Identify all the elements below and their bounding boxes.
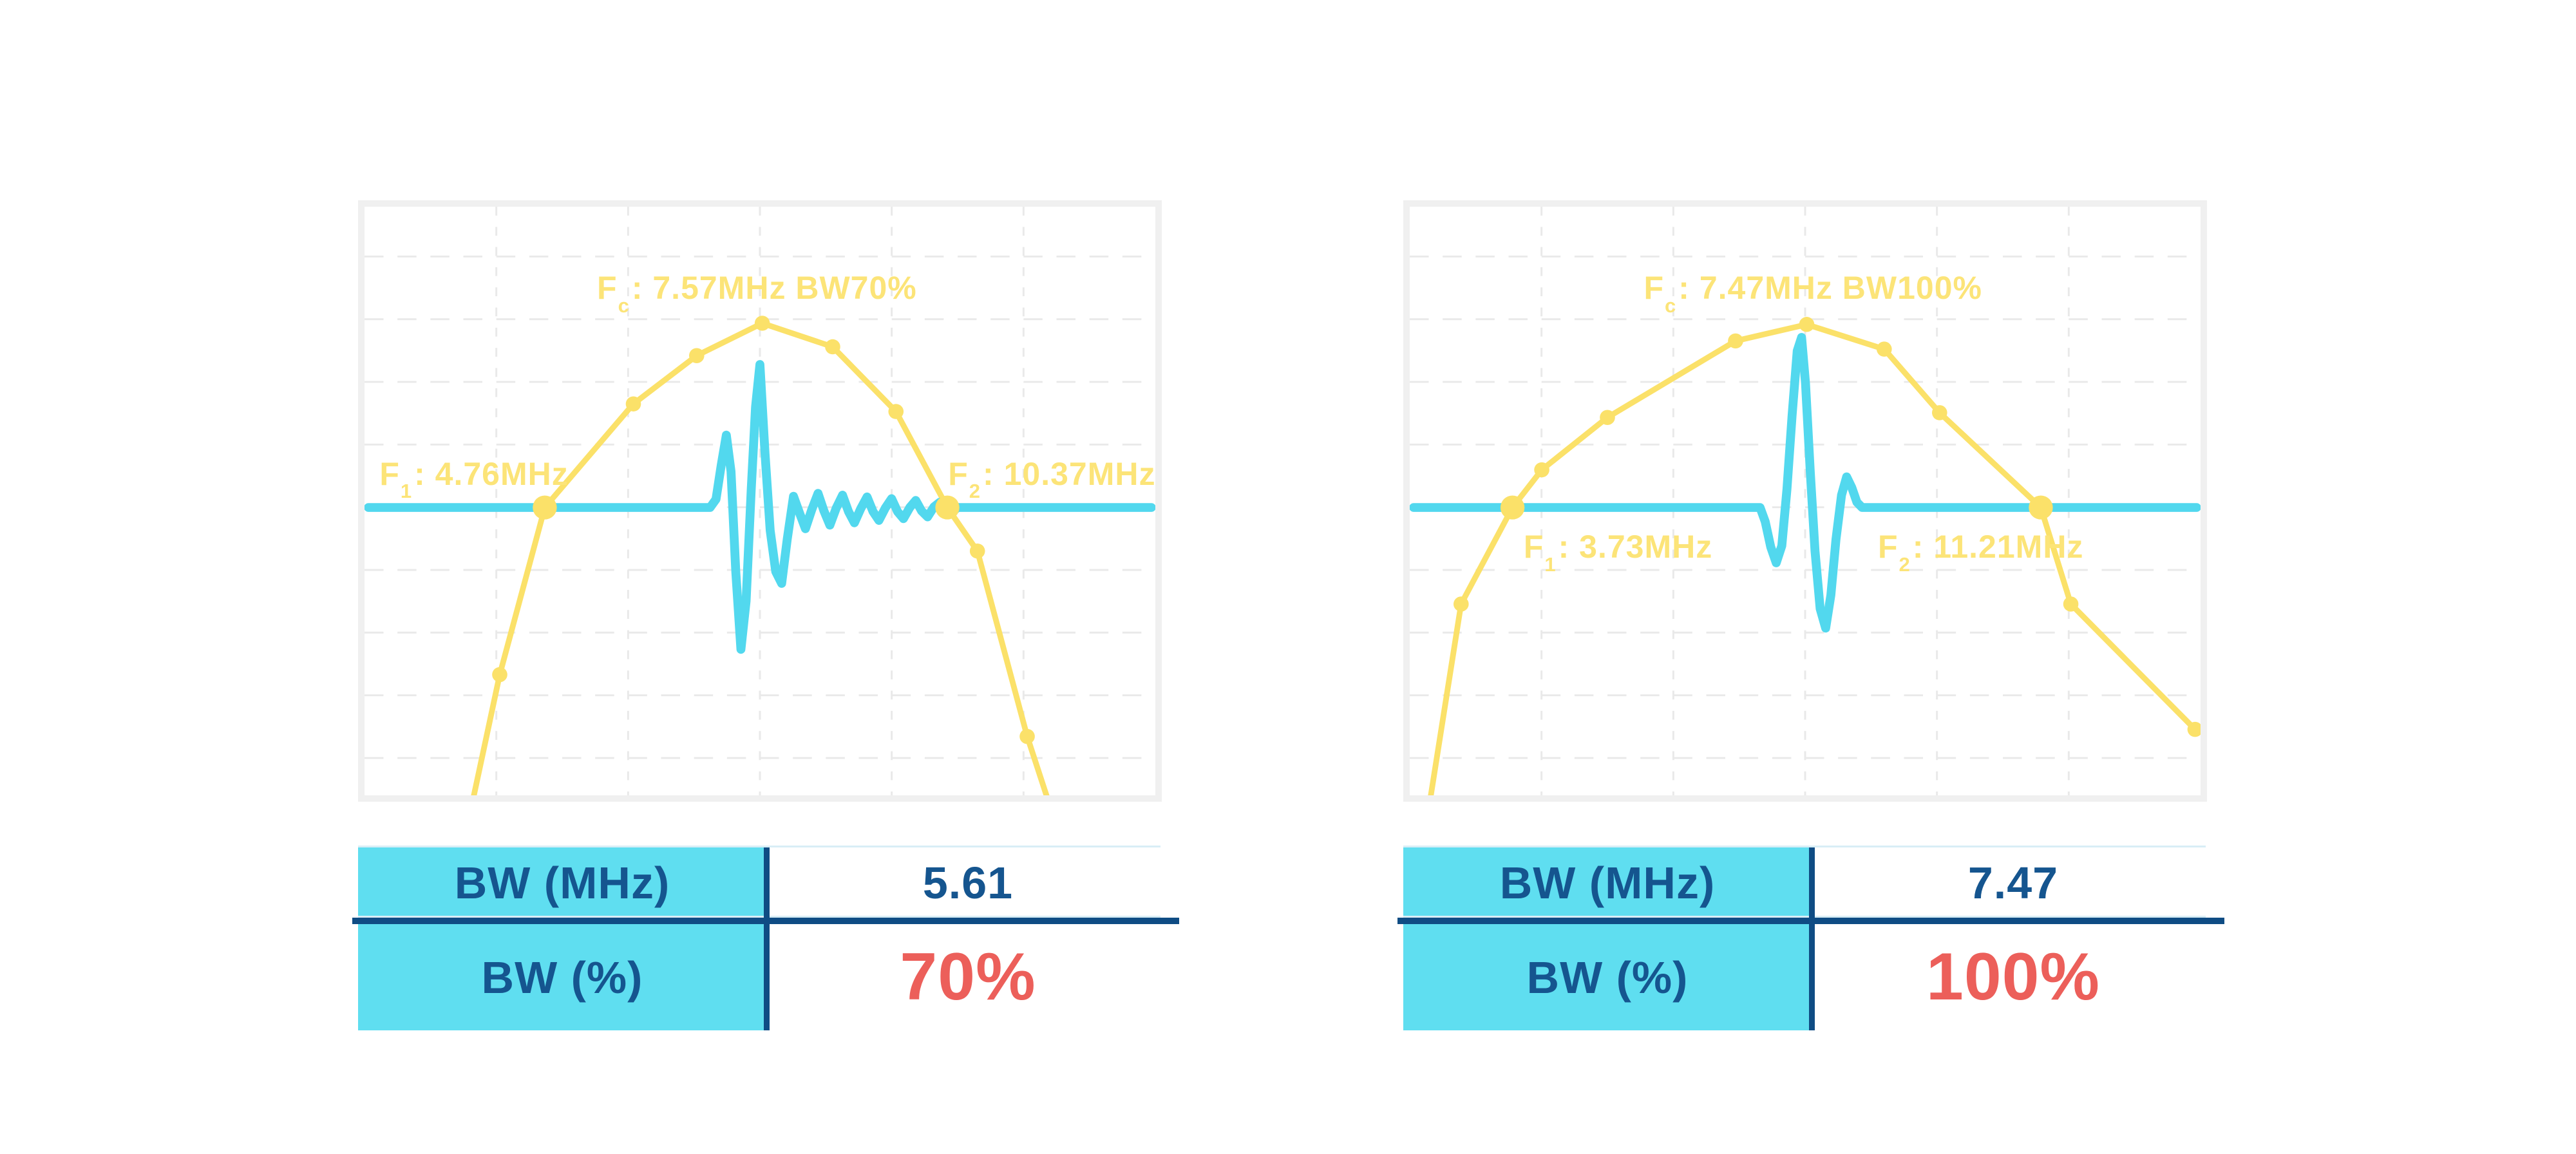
table-divider-hairline [1403,916,2206,918]
fc-annotation-subscript: c [1665,294,1677,317]
pulse-waveform [1410,333,2201,633]
f2-annotation-subscript: 2 [1899,553,1911,576]
data-point-marker [625,396,641,411]
f1-annotation-symbol: F [1523,528,1544,565]
table-label-column [1403,847,1812,1030]
spectrum-curve [471,320,1050,795]
bw-mhz-value: 7.47 [1967,857,2059,908]
fc-annotation-subscript: c [618,294,630,317]
f1-annotation: F1: 3.73MHz [1523,528,1713,574]
bw-mhz-value: 5.61 [922,857,1014,908]
bw-pct-value-cell: 70% [766,924,1170,1030]
f1-annotation: F1: 4.76MHz [379,455,569,501]
bw-pct-label-cell: BW (%) [358,924,766,1030]
data-point-marker [1600,410,1615,425]
bw-pct-value: 70% [900,940,1036,1014]
bandwidth-edge-marker [935,495,960,520]
fc-annotation: Fc: 7.47MHz BW100% [1643,269,1982,315]
data-point-marker [1019,728,1035,744]
data-point-marker [1876,341,1892,357]
bandwidth-table-right: BW (MHz) 7.47 BW (%) 100% [1397,846,2224,1039]
f2-annotation-subscript: 2 [969,480,981,503]
bw-pct-label: BW (%) [481,952,643,1003]
f1-annotation-value: : 3.73MHz [1558,528,1713,565]
bw-mhz-value-cell: 7.47 [1812,847,2215,918]
bw-mhz-label-cell: BW (MHz) [358,847,766,918]
f2-annotation-symbol: F [1877,528,1899,565]
chart-panel-right: Fc: 7.47MHz BW100% F1: 3.73MHz F2: 11.21… [1403,200,2207,802]
table-column-divider [1809,847,1815,1030]
f2-annotation: F2: 10.37MHz [948,455,1156,501]
chart-canvas-right [1410,207,2201,795]
data-point-marker [888,404,904,419]
bw-pct-value: 100% [1926,940,2100,1014]
f2-annotation-value: : 10.37MHz [983,455,1156,492]
data-point-marker [688,348,705,363]
bandwidth-edge-marker [2029,495,2053,520]
data-point-marker [492,667,507,683]
fc-annotation-value: : 7.57MHz BW70% [631,269,917,306]
data-point-marker [1931,405,1947,421]
data-point-marker [754,316,770,331]
data-point-marker [969,543,985,559]
f2-annotation: F2: 11.21MHz [1877,528,2084,574]
fc-annotation-symbol: F [597,269,618,306]
pulse-waveform [365,360,1155,654]
bandwidth-edge-marker [533,495,557,520]
bw-mhz-label: BW (MHz) [1499,857,1716,908]
f1-annotation-symbol: F [379,455,400,492]
data-point-marker [2187,721,2201,737]
data-point-marker [2063,596,2079,612]
data-point-marker [1453,596,1469,612]
fc-annotation: Fc: 7.57MHz BW70% [597,269,917,315]
data-point-marker [1728,333,1743,349]
table-label-column [358,847,766,1030]
bandwidth-table-left: BW (MHz) 5.61 BW (%) 70% [352,846,1179,1039]
bw-mhz-value-cell: 5.61 [766,847,1170,918]
spectrum-curve [1428,321,2198,795]
f2-annotation-symbol: F [948,455,969,492]
bandwidth-edge-marker [1500,495,1525,520]
bw-pct-label-cell: BW (%) [1403,924,1812,1030]
f1-annotation-subscript: 1 [1544,553,1557,576]
data-point-marker [1534,462,1549,478]
table-top-hairline [358,846,1160,847]
f1-annotation-value: : 4.76MHz [414,455,569,492]
table-divider-hairline [358,916,1160,918]
bw-pct-label: BW (%) [1526,952,1689,1003]
bw-pct-value-cell: 100% [1812,924,2215,1030]
fc-annotation-symbol: F [1643,269,1665,306]
fc-annotation-value: : 7.47MHz BW100% [1678,269,1982,306]
bw-mhz-label: BW (MHz) [454,857,670,908]
table-top-hairline [1403,846,2206,847]
chart-panel-left: Fc: 7.57MHz BW70% F1: 4.76MHz F2: 10.37M… [358,200,1162,802]
table-column-divider [764,847,770,1030]
data-point-marker [825,339,840,355]
f1-annotation-subscript: 1 [400,480,413,503]
bw-mhz-label-cell: BW (MHz) [1403,847,1812,918]
chart-canvas-left [365,207,1155,795]
f2-annotation-value: : 11.21MHz [1912,528,2084,565]
data-point-marker [1799,317,1815,332]
